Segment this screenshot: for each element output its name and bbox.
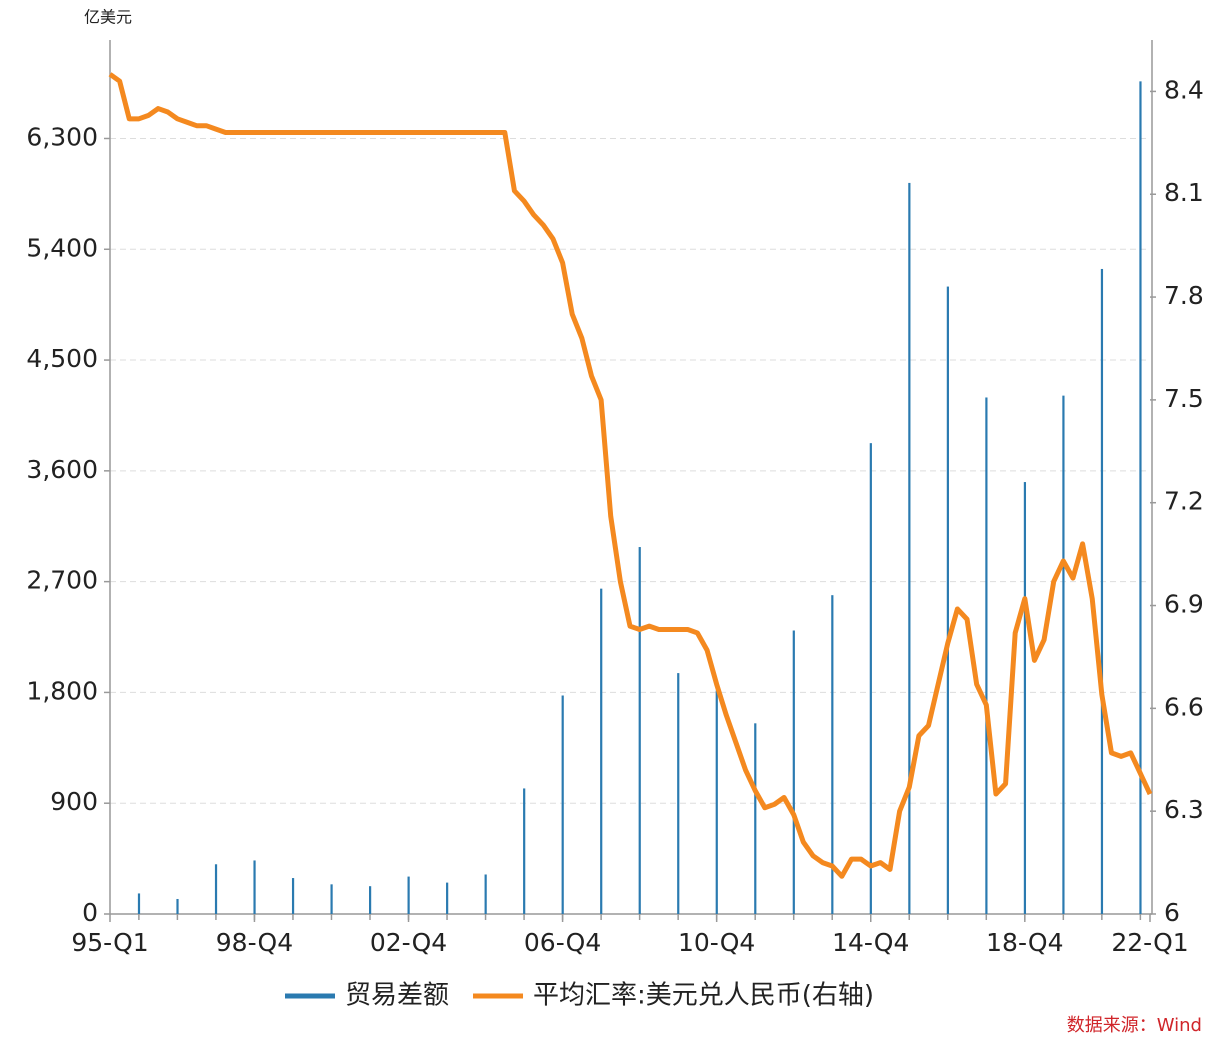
bar [1023, 482, 1027, 914]
bar [523, 788, 526, 914]
bar [214, 864, 218, 914]
y-tick-label: 4,500 [26, 344, 98, 373]
line [108, 72, 1153, 879]
bar [985, 397, 988, 915]
y-tick-label: 5,400 [26, 233, 98, 262]
y-tick-label: 3,600 [26, 455, 98, 484]
bar [369, 886, 372, 914]
bar [330, 884, 333, 914]
y-tick-label: 1,800 [26, 676, 98, 705]
bar [446, 882, 449, 914]
x-tick-label: 10-Q4 [678, 928, 755, 957]
y-tick-label: 0 [82, 898, 98, 927]
x-tick-label: 95-Q1 [71, 928, 148, 957]
x-tick-label: 06-Q4 [524, 928, 601, 957]
bar [638, 547, 641, 914]
y2-tick-label: 6.6 [1164, 692, 1204, 721]
legend-label: 平均汇率:美元兑人民币(右轴) [533, 981, 874, 1011]
bar [407, 876, 410, 914]
bar [831, 595, 834, 914]
y2-tick-label: 8.1 [1164, 178, 1204, 207]
legend-label: 贸易差额 [345, 981, 449, 1011]
y-unit: 亿美元 [84, 8, 132, 27]
bar [946, 286, 949, 914]
bar [1062, 395, 1065, 914]
x-tick-label: 22-Q1 [1111, 928, 1188, 957]
bar [754, 723, 757, 914]
bar [484, 874, 487, 914]
y2-tick-label: 7.5 [1164, 384, 1204, 413]
x-tick-label: 18-Q4 [986, 928, 1063, 957]
bar [176, 898, 179, 914]
y2-tick-label: 6.3 [1164, 795, 1204, 824]
x-tick-label: 14-Q4 [832, 928, 909, 957]
x-tick-label: 98-Q4 [216, 928, 293, 957]
source: 数据来源：Wind [1067, 1015, 1202, 1036]
bar [715, 690, 718, 914]
bar [677, 673, 680, 914]
x-tick-label: 02-Q4 [370, 928, 447, 957]
bar [792, 630, 795, 914]
bar [253, 860, 256, 914]
bar [600, 588, 603, 914]
bar [908, 182, 911, 914]
y-tick-label: 2,700 [26, 566, 98, 595]
y2-tick-label: 7.2 [1164, 487, 1204, 516]
y2-tick-label: 6 [1164, 898, 1180, 927]
bar [137, 893, 141, 914]
bar [1100, 268, 1104, 914]
bar [869, 443, 872, 914]
y-tick-label: 900 [50, 787, 98, 816]
y2-tick-label: 7.8 [1164, 281, 1204, 310]
bar [291, 878, 295, 914]
bar [1139, 81, 1142, 914]
y2-tick-label: 6.9 [1164, 590, 1204, 619]
bar [561, 695, 564, 914]
y2-tick-label: 8.4 [1164, 75, 1204, 104]
y-tick-label: 6,300 [26, 122, 98, 151]
